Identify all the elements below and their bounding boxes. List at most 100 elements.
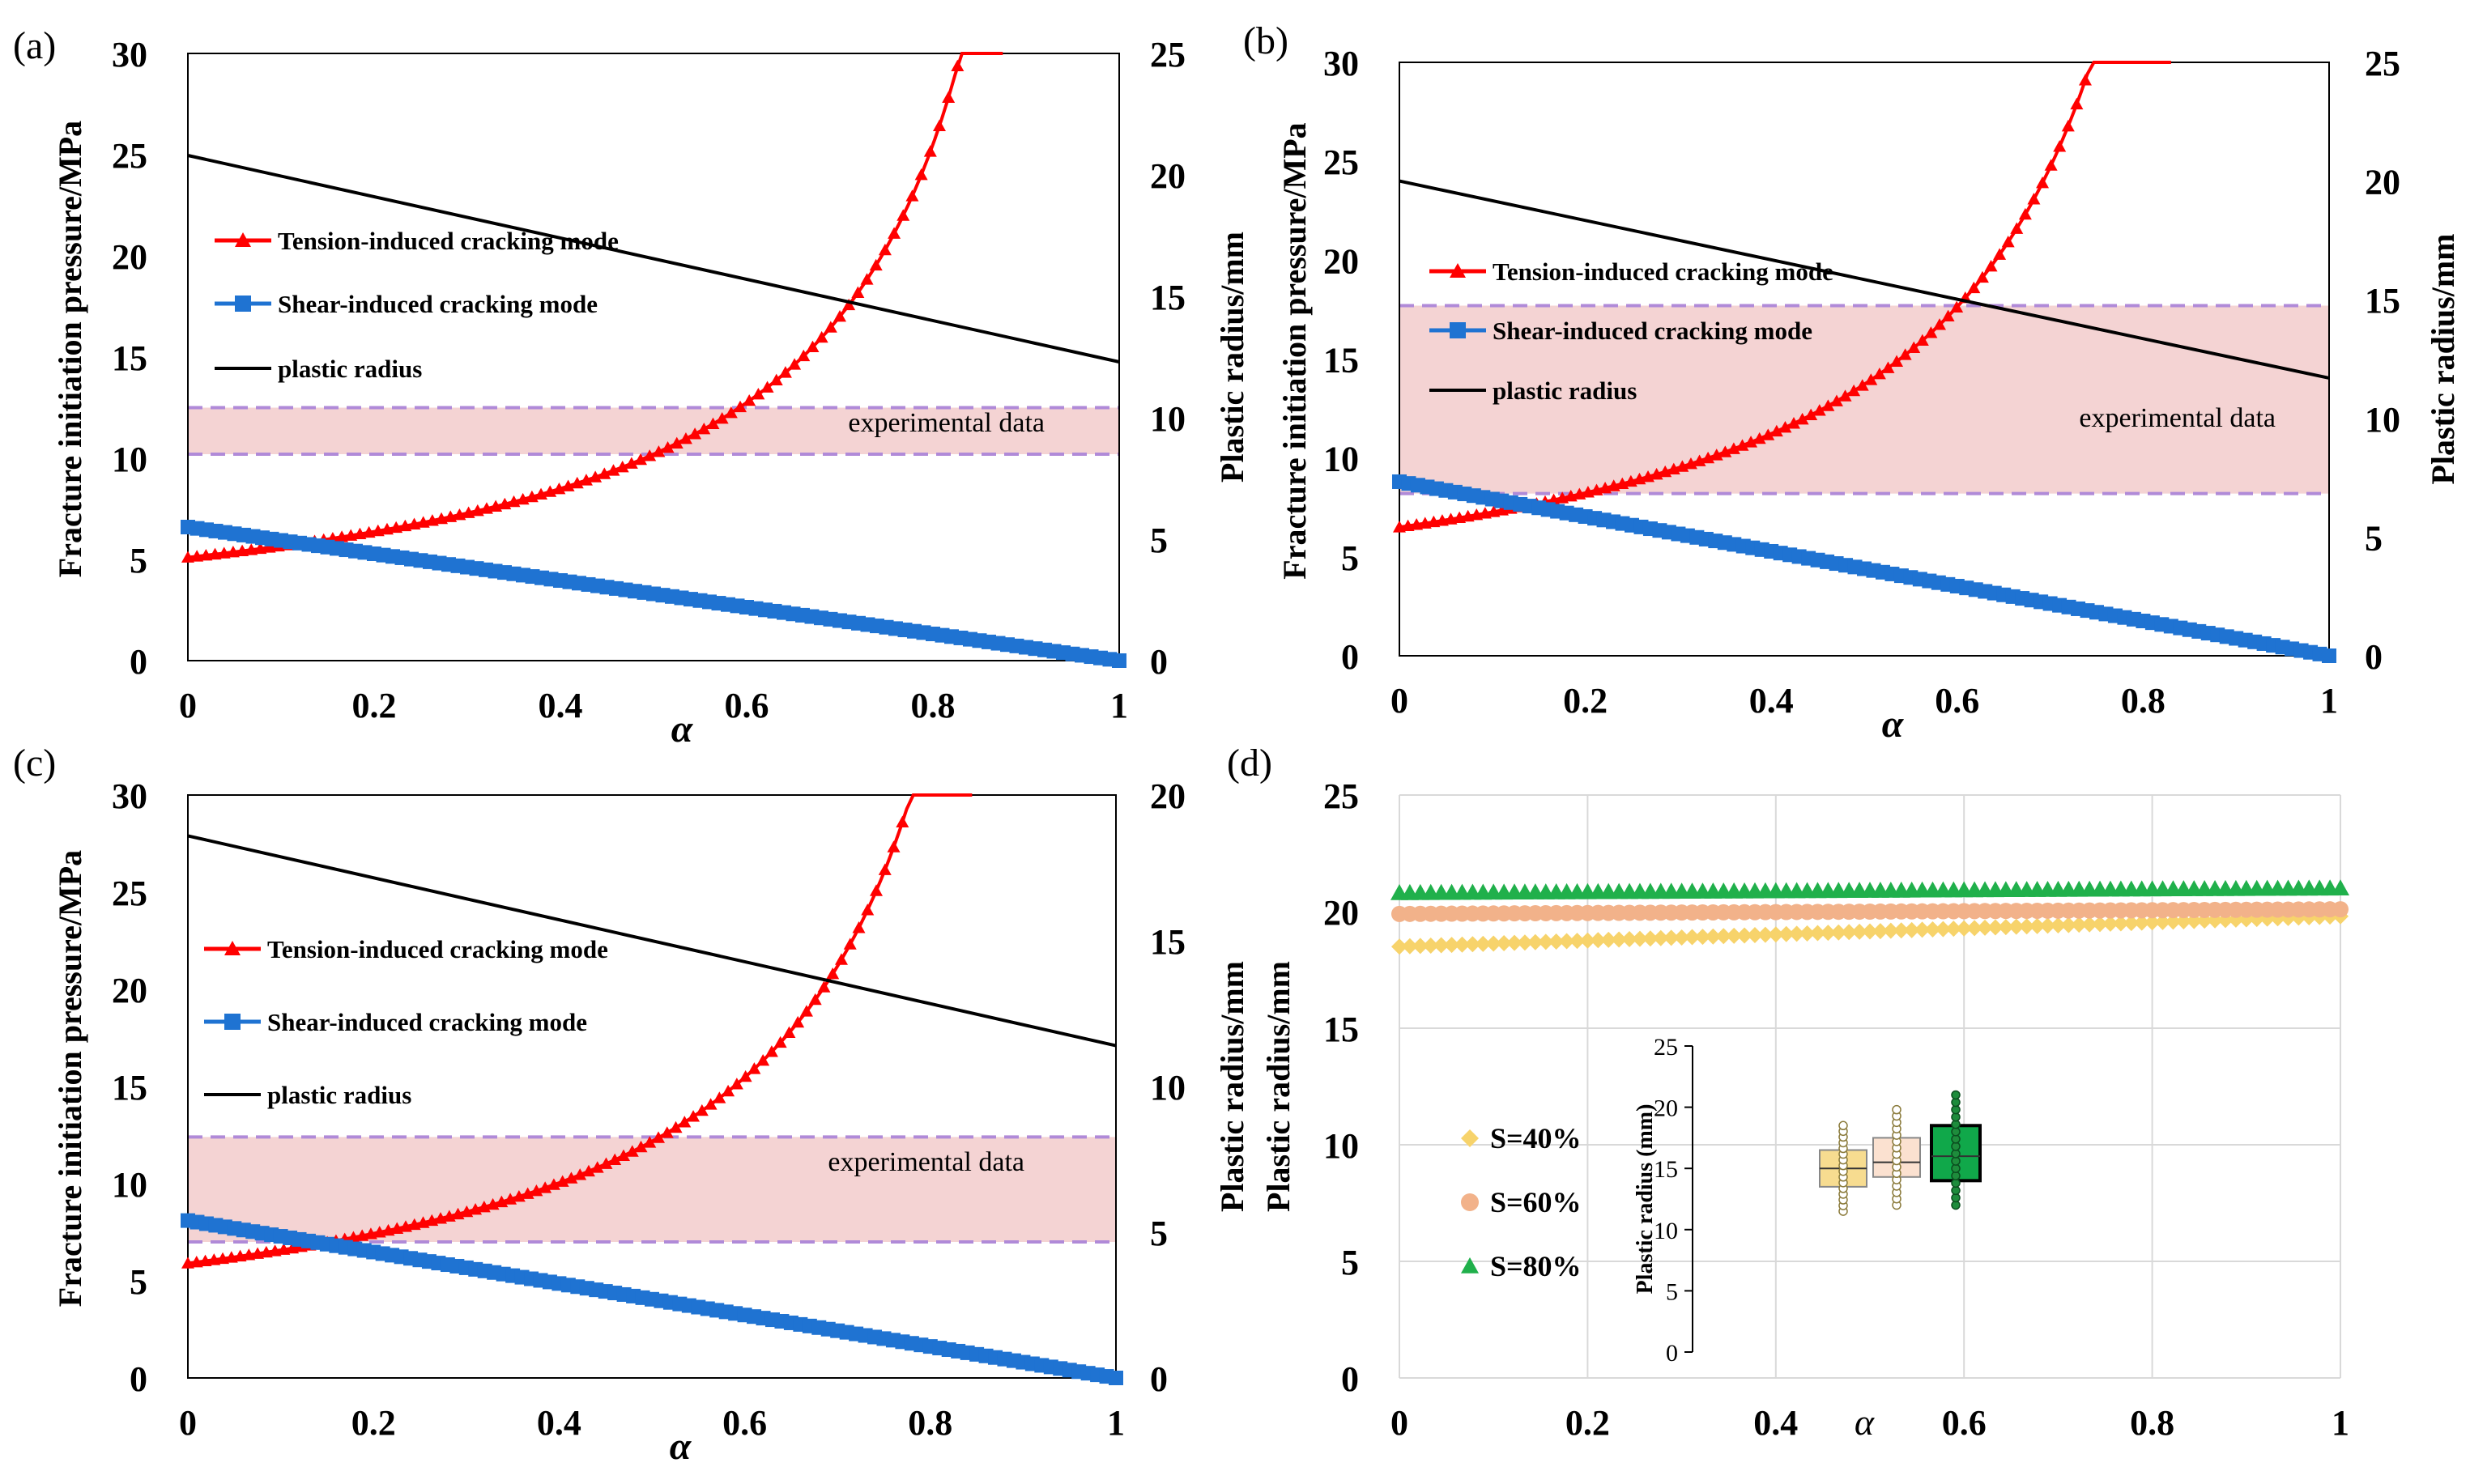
data-point — [2154, 913, 2171, 930]
x-tick-label: 0.8 — [908, 1403, 952, 1443]
y-tick-label: 5 — [1341, 538, 1359, 578]
tension-marker — [861, 904, 875, 916]
tension-marker — [2027, 193, 2041, 205]
data-point — [1684, 929, 1701, 946]
data-point — [1401, 938, 1418, 955]
legend-item: Shear-induced cracking mode — [1429, 317, 1812, 345]
y-tick-label: 0 — [130, 642, 147, 682]
tension-marker — [1907, 341, 1921, 354]
tension-marker — [1915, 334, 1929, 346]
y-tick-label: 10 — [1323, 440, 1359, 479]
tension-marker — [236, 544, 249, 557]
series-plastic-radius — [187, 834, 1117, 1048]
tension-marker — [887, 840, 901, 853]
tension-marker — [896, 209, 910, 221]
data-point — [1454, 936, 1471, 953]
experimental-band — [188, 1137, 1116, 1242]
legend-marker — [1450, 263, 1466, 278]
tension-marker — [1812, 404, 1826, 416]
tension-marker — [923, 145, 937, 157]
tension-marker — [1744, 436, 1758, 448]
data-point — [2029, 917, 2046, 934]
y2-axis-label: Plastic radius/mm — [1214, 961, 1250, 1212]
tension-marker — [579, 474, 593, 486]
data-point — [1611, 931, 1628, 948]
tension-marker — [697, 423, 711, 435]
legend-item: plastic radius — [215, 355, 422, 383]
data-point — [1862, 923, 1878, 940]
series-shear-induced-cracking-mode — [1392, 474, 2336, 663]
y2-tick-label: 20 — [1150, 776, 1186, 816]
tension-marker — [878, 863, 892, 875]
tension-marker — [747, 1062, 761, 1074]
legend-marker — [1461, 1257, 1479, 1274]
y-tick-label: 20 — [112, 971, 147, 1010]
tension-marker — [687, 1110, 701, 1122]
x-tick-label: 0.8 — [2130, 1403, 2174, 1443]
data-point — [1694, 929, 1711, 946]
tension-marker — [1932, 318, 1946, 330]
x-tick-label: 0 — [1390, 681, 1408, 721]
tension-marker — [1829, 394, 1843, 406]
data-point — [2039, 917, 2056, 934]
x-axis-label: α — [671, 708, 694, 751]
x-tick-label: 0.2 — [352, 686, 397, 725]
tension-marker — [344, 529, 358, 541]
legend-label: Tension-induced cracking mode — [1493, 257, 1833, 286]
legend-label: Tension-induced cracking mode — [267, 935, 608, 963]
data-point — [1652, 929, 1669, 946]
data-point — [1997, 919, 2014, 936]
tension-marker — [1975, 270, 1989, 283]
tension-marker — [607, 464, 620, 476]
inset-y-tick-label: 25 — [1654, 1034, 1678, 1061]
tension-marker — [852, 921, 866, 933]
tension-marker — [730, 1078, 743, 1090]
data-point — [1893, 922, 1910, 939]
data-point — [1945, 921, 1962, 938]
tension-marker — [688, 427, 702, 440]
data-point — [1590, 932, 1607, 949]
x-tick-label: 1 — [1107, 1403, 1125, 1443]
data-point — [1558, 933, 1575, 950]
tension-marker — [530, 1184, 543, 1197]
tension-marker — [2044, 159, 2058, 171]
y-tick-label: 20 — [1323, 893, 1359, 933]
y2-tick-label: 0 — [1150, 1359, 1168, 1399]
tension-marker — [1984, 259, 1998, 272]
tension-marker — [1761, 428, 1775, 440]
tension-marker — [643, 449, 657, 461]
tension-marker — [371, 524, 385, 537]
series-shear-induced-cracking-mode — [181, 520, 1126, 668]
tension-marker — [589, 470, 603, 483]
data-point — [1391, 938, 1407, 955]
data-point — [1631, 930, 1648, 947]
tension-marker — [2010, 222, 2024, 234]
data-point — [1726, 927, 1743, 944]
data-point — [1705, 928, 1722, 945]
inset-y-tick-label: 15 — [1654, 1156, 1678, 1183]
legend-label: S=40% — [1490, 1122, 1582, 1154]
tension-marker — [2061, 119, 2075, 132]
legend-label: S=80% — [1490, 1250, 1582, 1282]
data-point — [2050, 916, 2067, 933]
tension-marker — [643, 1136, 657, 1148]
inset-y-tick-label: 10 — [1654, 1218, 1678, 1244]
data-point — [1956, 920, 1973, 937]
tension-marker — [1735, 439, 1749, 451]
data-point — [1830, 924, 1847, 941]
tension-marker — [734, 400, 747, 413]
tension-marker — [1872, 368, 1886, 380]
legend-label: Shear-induced cracking mode — [267, 1008, 587, 1036]
tension-marker — [739, 1069, 752, 1082]
tension-marker — [722, 1084, 735, 1097]
y2-tick-label: 15 — [1150, 922, 1186, 962]
tension-marker — [599, 1157, 613, 1169]
legend-label: Shear-induced cracking mode — [1493, 317, 1812, 345]
tension-marker — [2078, 74, 2092, 86]
legend-label: plastic radius — [278, 355, 422, 383]
y-tick-label: 10 — [112, 1165, 147, 1205]
y-tick-label: 10 — [1323, 1126, 1359, 1166]
tension-marker — [1769, 424, 1783, 437]
data-point — [1746, 927, 1763, 944]
y-axis-label: Plastic radius/mm — [1260, 961, 1297, 1212]
